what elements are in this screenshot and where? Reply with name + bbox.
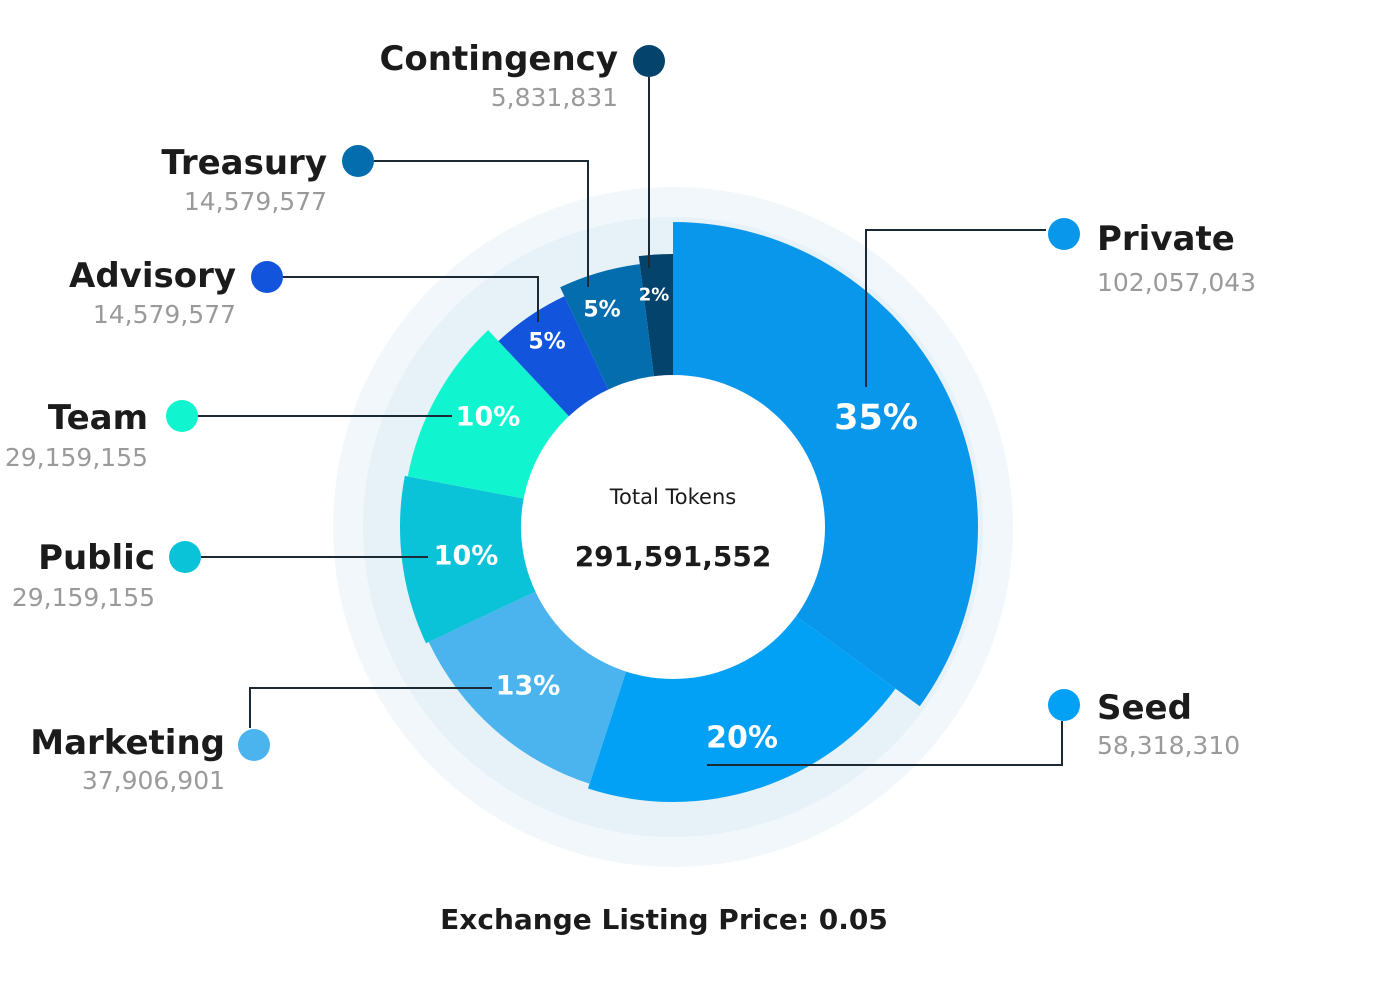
- donut-hole: [521, 375, 825, 679]
- legend-dot-team: [166, 400, 198, 432]
- legend-name-public: Public: [38, 538, 155, 578]
- slice-team: [407, 330, 571, 499]
- legend-amount-team: 29,159,155: [5, 443, 148, 472]
- connector-treasury: [374, 160, 589, 287]
- percent-label-treasury: 5%: [583, 298, 620, 323]
- percent-label-private: 35%: [834, 398, 918, 438]
- legend-name-treasury: Treasury: [161, 143, 327, 183]
- legend-connectors: [198, 77, 1063, 766]
- slice-contingency: [638, 254, 673, 379]
- slice-marketing: [428, 590, 627, 784]
- legend-dot-seed: [1048, 689, 1080, 721]
- legend-name-private: Private: [1097, 219, 1235, 259]
- percent-label-seed: 20%: [706, 721, 778, 756]
- legend-name-contingency: Contingency: [379, 39, 618, 79]
- slice-treasury: [560, 264, 655, 392]
- connector-marketing: [249, 687, 492, 728]
- donut-slices: [399, 222, 978, 802]
- center-title: Total Tokens: [609, 485, 736, 509]
- center-total-value: 291,591,552: [575, 540, 772, 573]
- legend-amount-advisory: 14,579,577: [93, 300, 236, 329]
- legend-name-marketing: Marketing: [30, 723, 225, 763]
- slice-seed: [588, 615, 896, 802]
- legend-name-seed: Seed: [1097, 688, 1192, 728]
- legend-amount-marketing: 37,906,901: [82, 766, 225, 795]
- slice-advisory: [498, 296, 610, 418]
- slice-private: [673, 222, 978, 707]
- percent-label-contingency: 2%: [639, 285, 670, 306]
- connector-private: [865, 229, 1046, 387]
- percent-label-team: 10%: [456, 402, 521, 433]
- legend-name-team: Team: [48, 398, 148, 438]
- percent-label-public: 10%: [434, 541, 499, 572]
- exchange-listing-price: Exchange Listing Price: 0.05: [440, 903, 888, 936]
- legend-amount-public: 29,159,155: [12, 583, 155, 612]
- legend-amount-treasury: 14,579,577: [184, 187, 327, 216]
- legend-dot-public: [169, 541, 201, 573]
- percent-labels: 35% 20% 13% 10% 10% 5% 5% 2%: [434, 285, 918, 756]
- legend-dot-marketing: [238, 729, 270, 761]
- percent-label-advisory: 5%: [528, 330, 565, 355]
- legend-amount-contingency: 5,831,831: [491, 83, 618, 112]
- legend-name-advisory: Advisory: [69, 256, 236, 296]
- percent-label-marketing: 13%: [496, 671, 561, 702]
- legend-labels: Private 102,057,043 Seed 58,318,310 Marketin…: [5, 39, 1256, 795]
- legend-dot-advisory: [251, 261, 283, 293]
- connector-seed: [707, 721, 1063, 766]
- legend-dot-private: [1048, 218, 1080, 250]
- slice-public: [399, 475, 538, 644]
- legend-amount-private: 102,057,043: [1097, 268, 1256, 297]
- legend-dot-contingency: [633, 45, 665, 77]
- legend-amount-seed: 58,318,310: [1097, 731, 1240, 760]
- connector-advisory: [283, 276, 539, 322]
- legend-dot-treasury: [342, 145, 374, 177]
